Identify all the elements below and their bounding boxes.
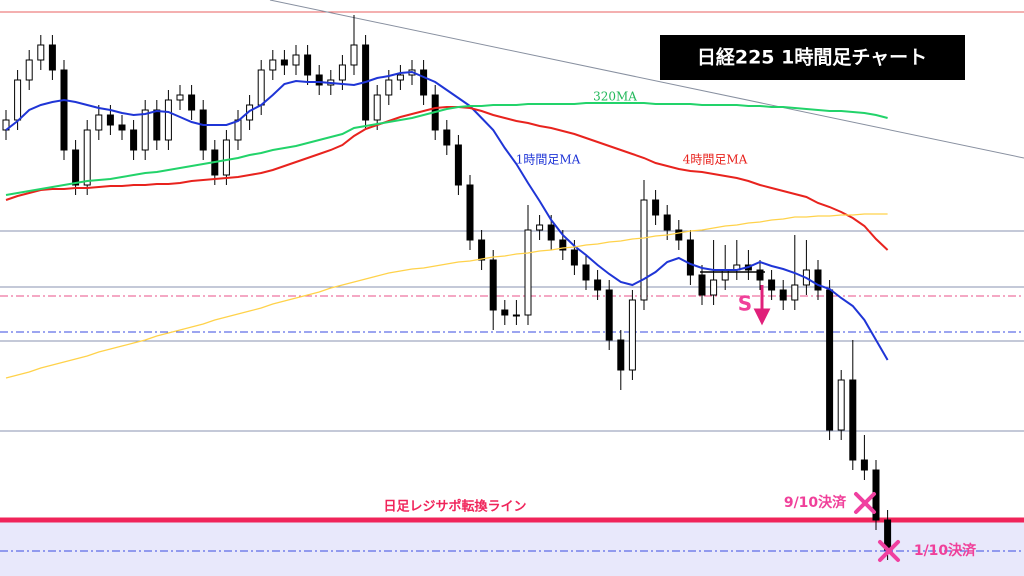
candle-body <box>292 54 300 66</box>
ma-label: 1時間足MA <box>516 153 581 167</box>
candle-body <box>652 199 660 216</box>
candle-body <box>48 44 56 71</box>
annotation: 9/10決済 <box>784 494 847 511</box>
candle-body <box>675 229 683 241</box>
candle-body <box>559 239 567 251</box>
title-box <box>660 35 965 80</box>
candle-body <box>269 59 277 71</box>
candle-body <box>466 184 474 241</box>
candle-body <box>118 124 126 131</box>
candle-body <box>280 59 288 66</box>
candle-body <box>512 314 520 317</box>
annotation: 日足レジサポ転換ライン <box>383 499 526 515</box>
candle-body <box>814 269 822 291</box>
candle-body <box>420 69 428 96</box>
candle-body <box>791 284 799 301</box>
candle-body <box>837 379 845 431</box>
arrow <box>753 285 771 326</box>
ma-label: 4時間足MA <box>683 153 748 167</box>
candle-body <box>536 224 544 231</box>
candle-body <box>373 94 381 121</box>
candle-body <box>594 279 602 291</box>
candle-body <box>72 149 80 186</box>
candle-body <box>501 309 509 316</box>
ma-line <box>5 213 888 379</box>
candle-body <box>860 459 868 471</box>
candle-body <box>478 239 486 261</box>
candle-body <box>130 129 138 151</box>
candle-body <box>443 129 451 146</box>
candle-body <box>338 64 346 81</box>
candle-body <box>153 109 161 141</box>
candle-body <box>628 299 636 371</box>
annotation: 1/10決済 <box>914 542 977 559</box>
candle-body <box>454 144 462 186</box>
candle-body <box>14 79 22 121</box>
candle-body <box>605 289 613 341</box>
candle-body <box>234 119 242 141</box>
candle-body <box>199 109 207 151</box>
candle-body <box>106 114 114 126</box>
candle-body <box>141 109 149 151</box>
candle-body <box>710 279 718 296</box>
candle-body <box>25 59 33 81</box>
candle-body <box>617 339 625 371</box>
candle-body <box>686 239 694 276</box>
annotation: S <box>738 292 752 316</box>
candle-body <box>83 129 91 186</box>
candle-body <box>396 74 404 81</box>
chart-title: 日経225 1時間足チャート <box>697 46 927 69</box>
candle-body <box>640 199 648 301</box>
candle-body <box>524 229 532 316</box>
ma-line <box>5 70 889 361</box>
candle-body <box>176 94 184 101</box>
ma-line <box>5 102 888 196</box>
candle-body <box>37 44 45 61</box>
candle-body <box>257 69 265 106</box>
candle-body <box>60 69 68 151</box>
exit-mark <box>854 492 900 562</box>
candle-body <box>698 274 706 296</box>
candle-body <box>350 44 358 66</box>
ma-line <box>5 106 889 251</box>
trend-line <box>269 0 1024 159</box>
candle-body <box>826 289 834 431</box>
candle-body <box>385 79 393 96</box>
candle-body <box>222 139 230 176</box>
candle-body <box>570 249 578 266</box>
candle-body <box>164 99 172 141</box>
candle-body <box>315 74 323 86</box>
candle-body <box>188 94 196 111</box>
ma-label: 320MA <box>593 90 637 104</box>
candle-body <box>304 54 312 76</box>
candle-body <box>768 279 776 291</box>
candle-body <box>663 214 671 231</box>
candle-body <box>779 289 787 301</box>
candle-body <box>582 264 590 281</box>
candle-body <box>95 114 103 131</box>
candle-body <box>756 269 764 281</box>
zone <box>0 520 1024 576</box>
candle-body <box>489 259 497 311</box>
candle-body <box>849 379 857 461</box>
candle-body <box>547 224 555 241</box>
